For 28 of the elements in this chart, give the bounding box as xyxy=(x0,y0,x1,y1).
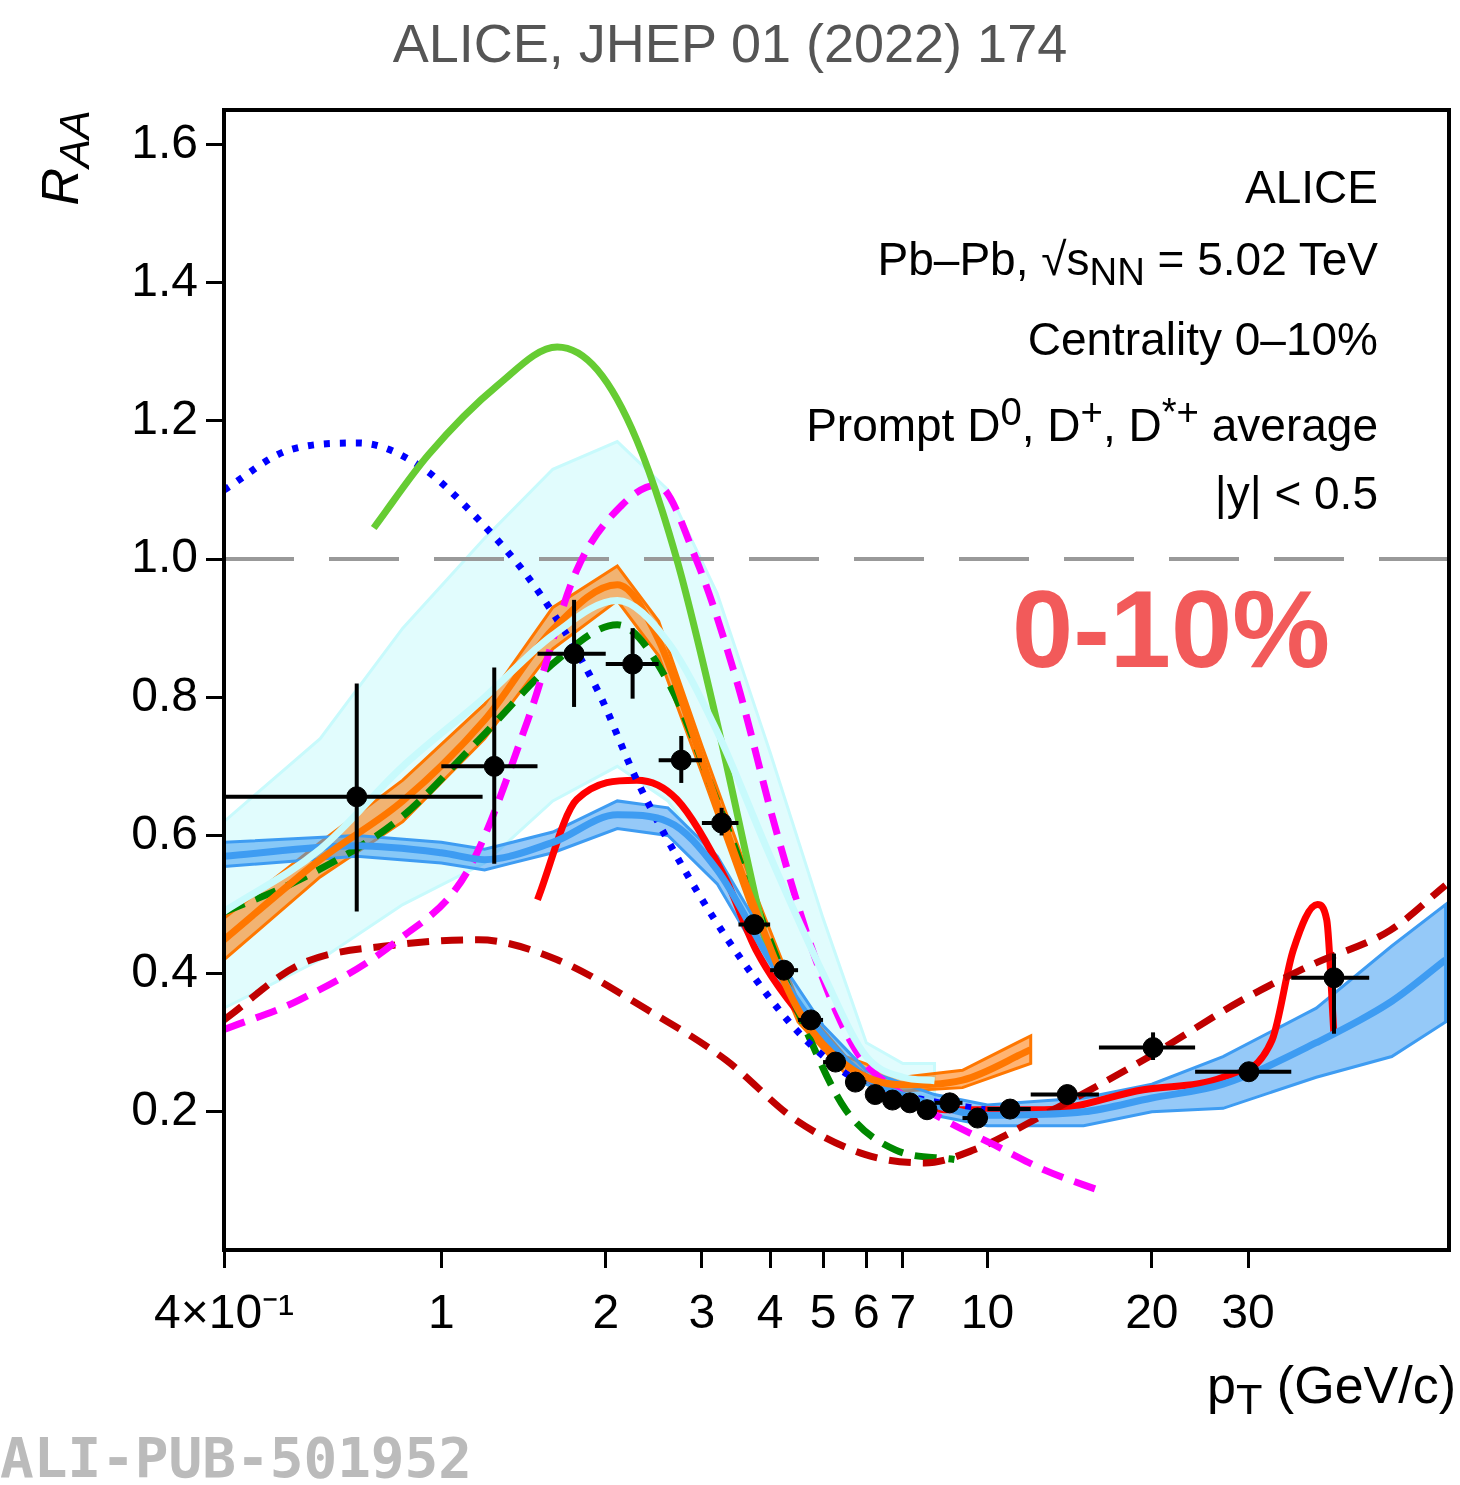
annotation: Pb–Pb, √s$_{NN}$ = 5.02 TeV xyxy=(877,232,1378,295)
x-tick-label: 5 xyxy=(809,1285,837,1339)
x-tick-label: 30 xyxy=(1221,1285,1275,1339)
x-tick-label: 4×10⁻¹ xyxy=(153,1285,295,1339)
y-tick-label: 0.6 xyxy=(131,805,198,859)
x-tick-label: 1 xyxy=(427,1285,455,1339)
chart-title: ALICE, JHEP 01 (2022) 174 xyxy=(391,12,1069,74)
y-tick-label: 1.4 xyxy=(131,252,198,306)
x-tick-label: 7 xyxy=(889,1285,917,1339)
x-tick-label: 3 xyxy=(688,1285,716,1339)
annotation: Prompt D$^{0}$, D$^{+}$, D$^{*+}$ average xyxy=(806,390,1378,453)
annotation: Centrality 0–10% xyxy=(1027,312,1378,366)
y-tick-label: 0.4 xyxy=(131,943,198,997)
x-tick-label: 4 xyxy=(756,1285,784,1339)
annotation: |y| < 0.5 xyxy=(1214,466,1378,520)
y-tick-label: 0.8 xyxy=(131,667,198,721)
y-tick-label: 1.6 xyxy=(131,114,198,168)
text: ALI-PUB-501952 xyxy=(0,1425,473,1485)
y-tick-label: 1.2 xyxy=(131,391,198,445)
x-tick-label: 6 xyxy=(852,1285,880,1339)
y-tick-label: 0.2 xyxy=(131,1082,198,1136)
x-axis-title: p$_{T}$ (GeV/c) xyxy=(1207,1355,1456,1425)
annotation: ALICE xyxy=(1245,160,1378,214)
annotation: 0-10% xyxy=(1012,566,1330,692)
x-tick-label: 10 xyxy=(960,1285,1015,1339)
y-tick-label: 1.0 xyxy=(131,529,198,583)
x-tick-label: 20 xyxy=(1125,1285,1179,1339)
x-tick-label: 2 xyxy=(592,1285,620,1339)
